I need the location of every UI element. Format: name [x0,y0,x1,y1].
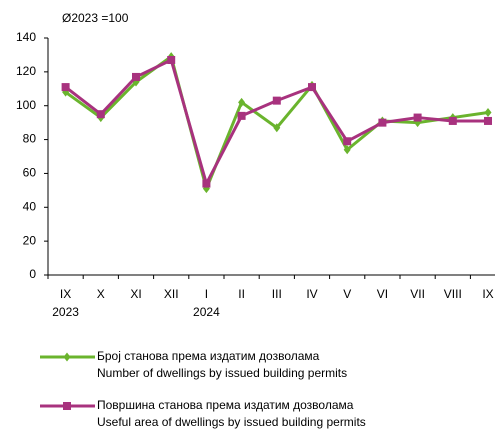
marker [237,111,246,120]
x-tick-label: VI [377,287,388,301]
x-tick-label: V [343,287,351,301]
y-tick-label: 0 [29,267,36,281]
marker [343,145,351,155]
marker [63,402,71,410]
marker [484,107,492,117]
x-tick-label: IX [60,287,71,301]
year-label: 2023 [52,305,79,319]
x-tick-label: VIII [444,287,462,301]
chart-subtitle: Ø2023 =100 [62,11,129,25]
y-tick-label: 140 [16,30,36,44]
y-tick-label: 80 [23,132,37,146]
marker [238,97,246,107]
x-tick-label: IX [482,287,493,301]
marker [343,137,352,146]
y-tick-label: 120 [16,64,36,78]
marker [202,179,211,188]
x-tick-label: I [205,287,208,301]
x-tick-label: IV [306,287,317,301]
x-tick-label: XI [130,287,141,301]
marker [378,118,387,127]
marker [167,56,176,65]
x-tick-label: III [272,287,282,301]
marker [413,113,422,122]
marker [273,123,281,133]
marker [308,83,316,92]
marker [272,96,281,105]
x-tick-label: VII [410,287,425,301]
x-tick-label: XII [164,287,179,301]
year-label: 2024 [193,305,220,319]
marker [63,352,71,362]
marker [61,83,70,92]
legend-label: Број станова према издатим дозволама Numb… [97,349,347,380]
marker [448,116,457,125]
marker [132,72,140,81]
y-tick-label: 100 [16,98,36,112]
marker [96,110,105,119]
legend-label: Површина станова према издатим дозволама… [97,398,366,429]
y-tick-label: 60 [23,166,37,180]
marker [484,116,492,125]
y-tick-label: 40 [23,199,37,213]
series-line [64,55,489,191]
y-tick-label: 20 [23,233,37,247]
x-tick-label: II [238,287,245,301]
x-tick-label: X [97,287,105,301]
